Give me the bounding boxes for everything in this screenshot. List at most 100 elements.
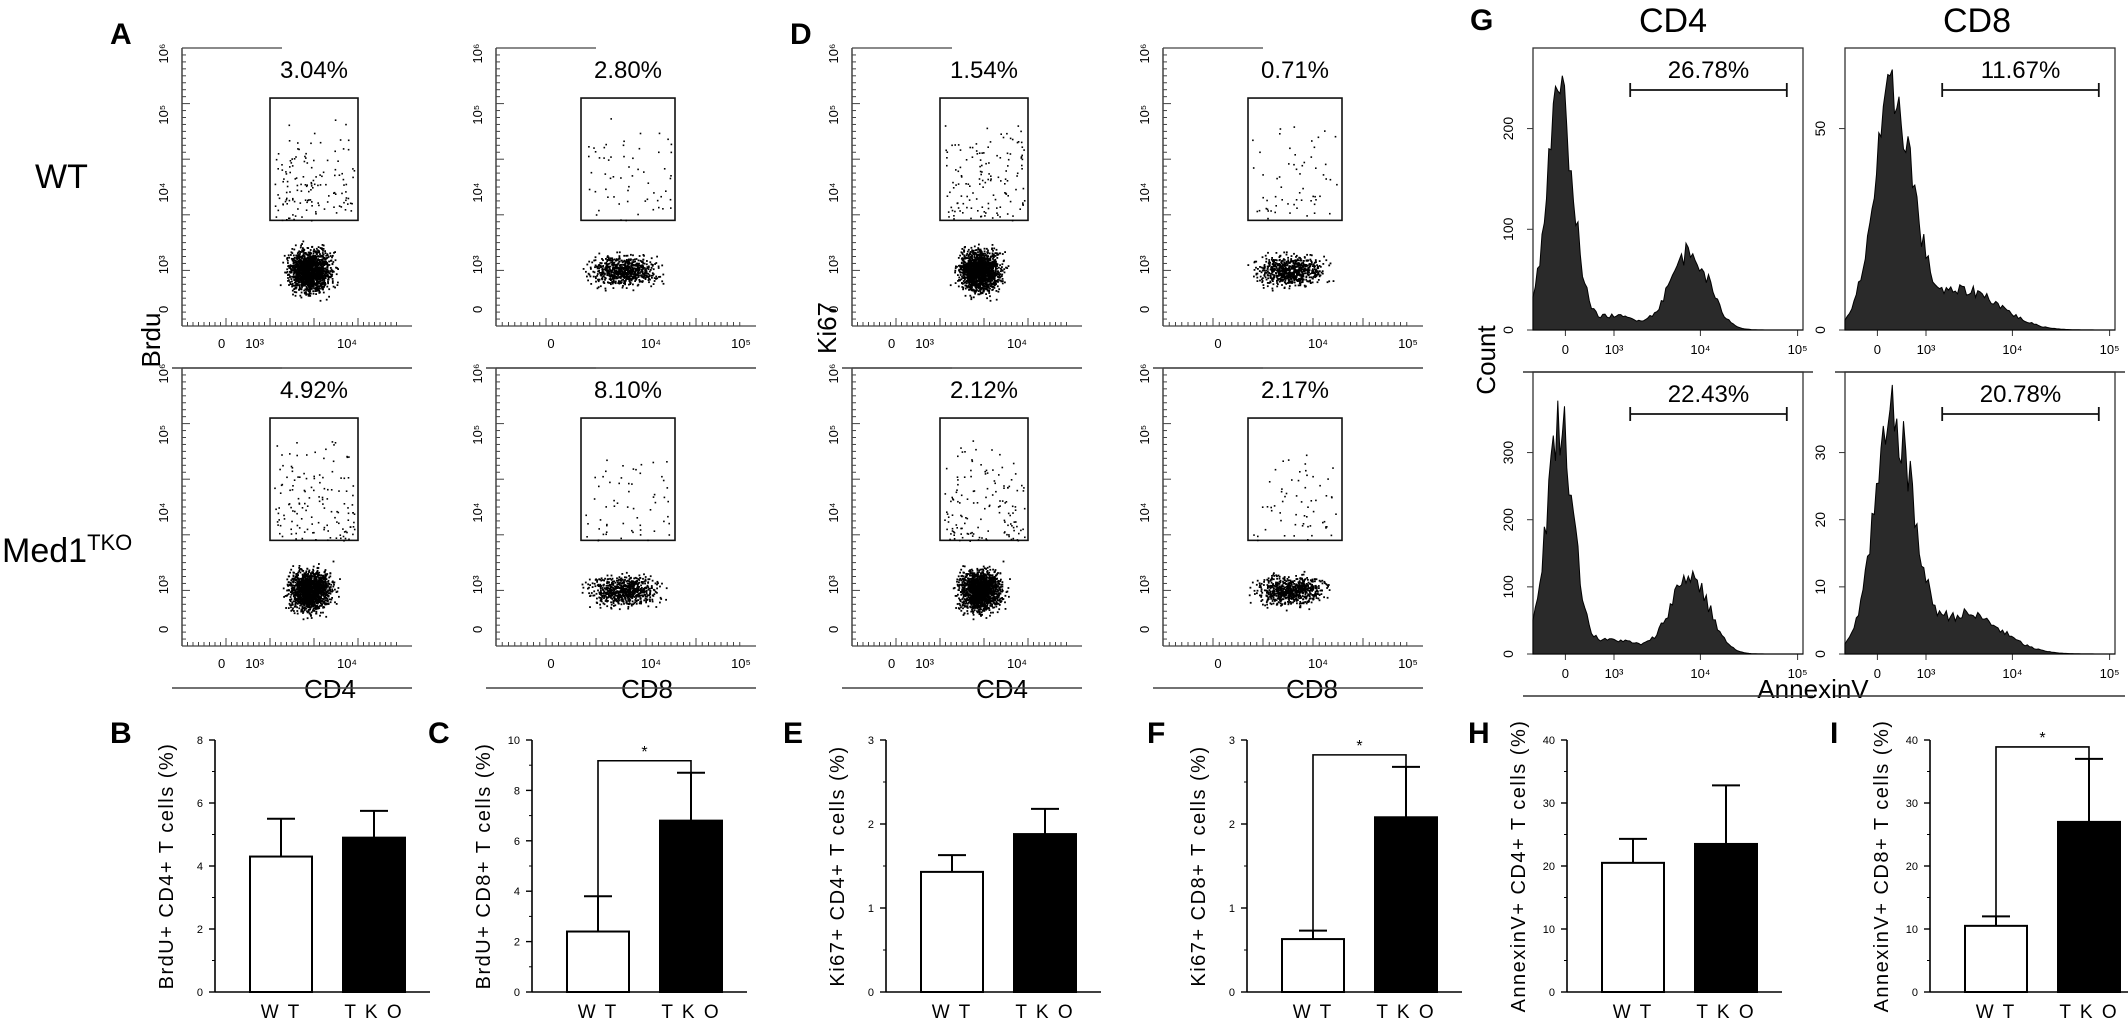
event-dot [302,588,305,591]
event-dot [316,574,319,577]
event-dot [308,287,311,290]
event-dot [588,146,590,148]
event-dot [315,610,318,613]
event-dot [607,196,609,198]
event-dot [607,281,609,284]
event-dot [292,273,295,276]
event-dot [647,578,650,581]
event-dot [302,610,305,613]
event-dot [589,266,592,269]
event-dot [642,268,644,270]
event-dot [328,295,330,298]
event-dot [594,256,597,259]
event-dot [295,599,297,602]
event-dot [302,262,304,265]
event-dot [303,272,306,275]
event-dot [292,214,294,216]
event-dot [313,531,315,534]
event-dot [620,268,622,271]
event-dot [605,596,608,598]
event-dot [587,272,590,275]
event-dot [299,246,302,249]
event-dot [620,279,623,282]
event-dot [317,606,320,608]
event-dot [627,607,630,610]
event-dot [623,254,626,257]
event-dot [310,617,313,619]
event-dot [632,582,635,585]
event-dot [658,151,660,154]
event-dot [324,578,327,580]
event-dot [328,276,331,278]
event-dot [295,177,298,179]
event-dot [623,595,626,598]
event-dot [301,595,304,597]
panel-letter-e: E [783,717,803,750]
event-dot [313,248,315,251]
event-dot [292,262,295,265]
event-dot [596,274,599,277]
event-dot [608,274,610,277]
event-dot [311,597,313,600]
event-dot [291,282,294,285]
event-dot [294,276,297,279]
event-dot [323,267,325,270]
event-dot [325,254,328,257]
event-dot [628,276,630,279]
flow-y-tick-label: 10⁶ [156,44,171,64]
event-dot [295,286,298,289]
event-dot [328,587,331,590]
event-dot [316,278,319,280]
event-dot [326,257,329,259]
event-dot [298,288,301,291]
event-dot [284,595,287,597]
event-dot [628,272,631,275]
event-dot [332,560,335,563]
event-dot [639,132,642,135]
event-dot [634,270,637,273]
event-dot [286,583,289,586]
event-dot [286,476,288,479]
event-dot [319,600,321,603]
event-dot [302,261,305,264]
event-dot [597,270,600,273]
flow-y-tick-label: 10⁴ [470,503,485,523]
event-dot [327,585,330,587]
event-dot [589,275,592,278]
event-dot [312,270,315,273]
event-dot [582,586,585,589]
event-dot [313,573,315,576]
event-dot [604,262,606,265]
event-dot [595,277,597,280]
event-dot [303,531,306,533]
event-dot [631,262,634,265]
event-dot [289,281,291,283]
event-dot [626,259,628,261]
event-dot [320,266,323,269]
event-dot [637,259,640,262]
event-dot [288,199,291,202]
event-dot [304,595,307,598]
event-dot [614,259,617,262]
event-dot [657,582,659,585]
event-dot [288,284,290,286]
event-dot [610,261,613,264]
event-dot [311,268,314,271]
event-dot [307,605,310,607]
event-dot [617,579,620,582]
event-dot [625,219,627,222]
event-dot [624,283,626,286]
event-dot [352,526,355,528]
event-dot [661,582,663,585]
event-dot [302,282,305,285]
event-dot [304,502,306,505]
event-dot [588,586,590,589]
panel-letter-i: I [1830,717,1838,750]
flow-y-tick-label: 10³ [156,255,171,274]
event-dot [595,280,597,283]
event-dot [302,253,305,256]
event-dot [318,605,321,608]
event-dot [609,177,612,180]
event-dot [650,263,653,266]
